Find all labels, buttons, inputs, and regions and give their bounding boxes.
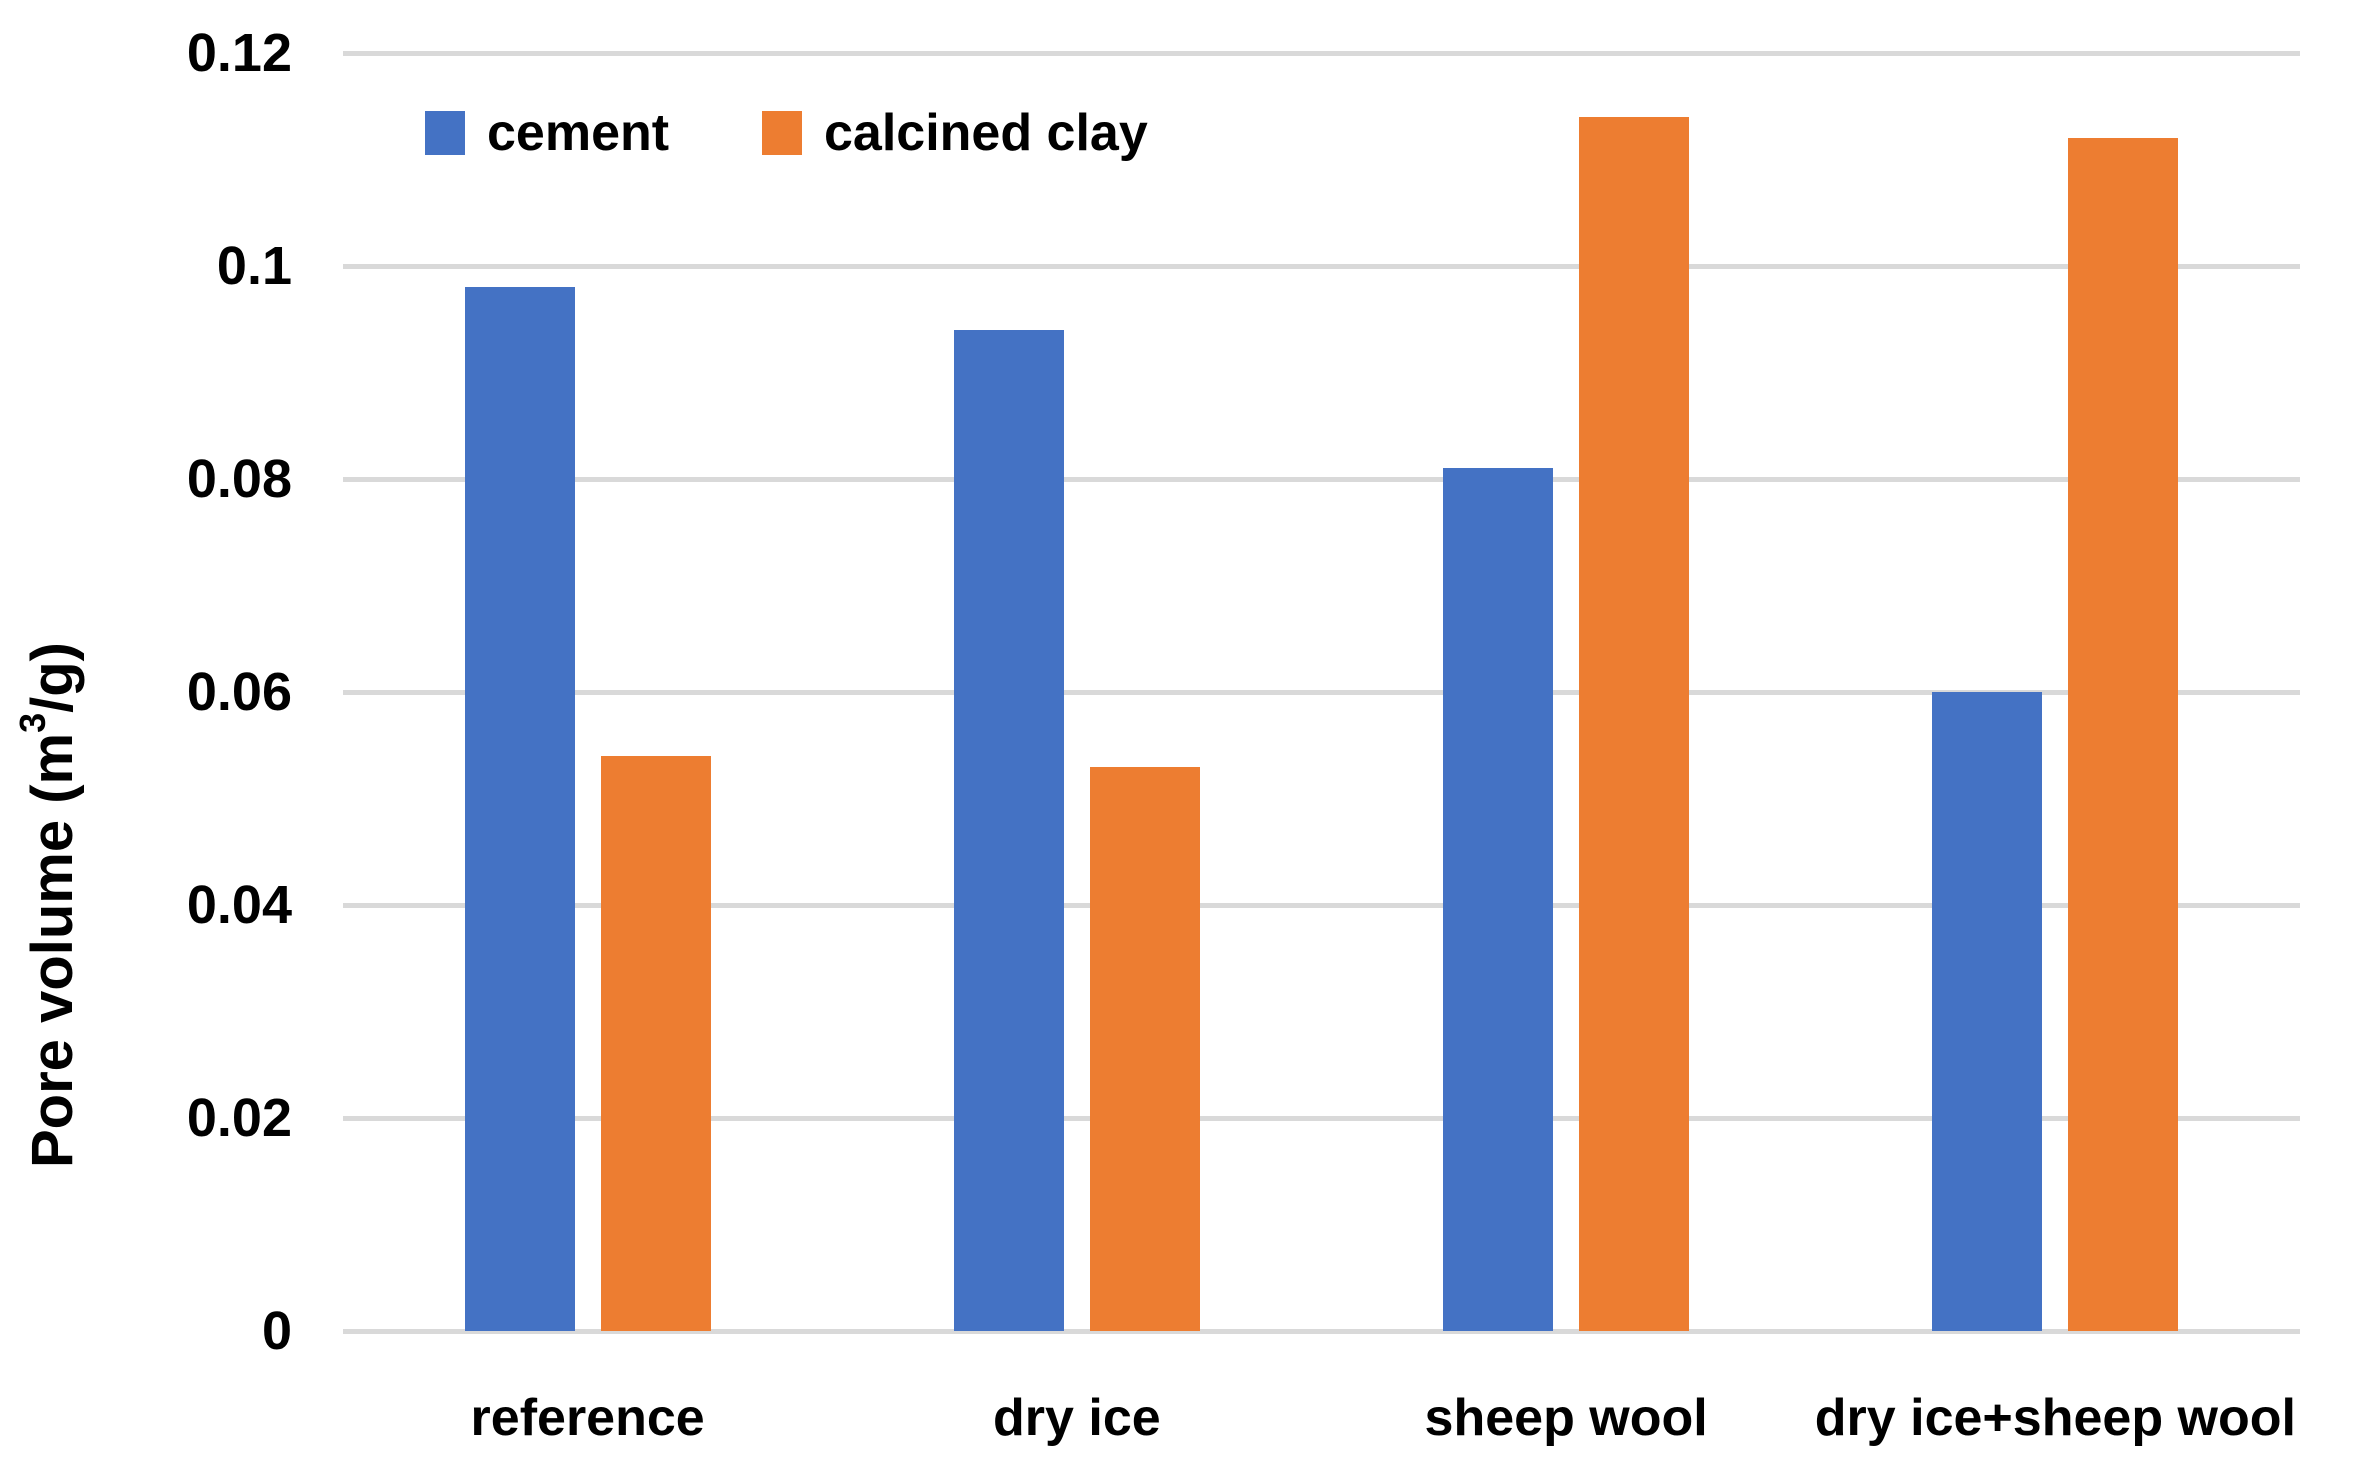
gridline bbox=[343, 476, 2300, 482]
gridline bbox=[343, 1328, 2300, 1334]
bar-cement-reference bbox=[464, 287, 575, 1331]
gridline bbox=[343, 263, 2300, 269]
gridline bbox=[343, 902, 2300, 908]
y-tick-label: 0.04 bbox=[186, 875, 292, 935]
gridline bbox=[343, 689, 2300, 695]
bar-calcined-clay-sheep-wool bbox=[1579, 116, 1690, 1331]
x-axis-label: sheep wool bbox=[1424, 1389, 1708, 1447]
y-tick-label: 0.06 bbox=[186, 662, 292, 722]
gridline bbox=[343, 50, 2300, 56]
bar-cement-dry-ice+sheep-wool bbox=[1932, 692, 2043, 1331]
bar-calcined-clay-dry-ice+sheep-wool bbox=[2068, 138, 2179, 1331]
bar-calcined-clay-reference bbox=[600, 755, 711, 1331]
bar-cement-sheep-wool bbox=[1443, 468, 1554, 1331]
y-tick-label: 0.1 bbox=[216, 236, 292, 296]
y-tick-label: 0 bbox=[261, 1301, 292, 1361]
x-axis-label: dry ice bbox=[993, 1389, 1161, 1447]
x-axis-label: dry ice+sheep wool bbox=[1814, 1389, 2296, 1447]
x-axis-label: reference bbox=[470, 1389, 705, 1447]
bar-cement-dry-ice bbox=[953, 329, 1064, 1331]
y-tick-label: 0.08 bbox=[186, 449, 292, 509]
gridline bbox=[343, 1115, 2300, 1121]
y-tick-label: 0.02 bbox=[186, 1088, 292, 1148]
y-tick-label: 0.12 bbox=[186, 23, 292, 83]
bar-calcined-clay-dry-ice bbox=[1089, 766, 1200, 1331]
